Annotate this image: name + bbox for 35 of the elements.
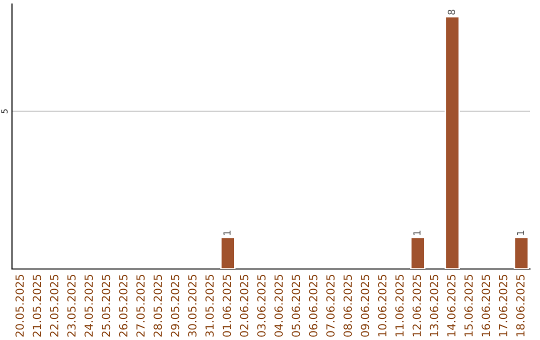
data-label: 1 — [413, 230, 420, 235]
x-tick-label: 12.06.2025 — [412, 274, 421, 336]
x-tick-label: 04.06.2025 — [274, 274, 283, 337]
x-tick-label: 25.05.2025 — [102, 274, 110, 337]
x-tick-label: 31.05.2025 — [205, 274, 214, 337]
x-tick-label: 17.06.2025 — [498, 274, 508, 336]
x-tick-label: 09.06.2025 — [360, 274, 370, 337]
x-tick-label: 14.06.2025 — [447, 274, 456, 336]
x-tick-label: 29.05.2025 — [170, 274, 180, 337]
x-tick-label: 15.06.2025 — [464, 274, 473, 336]
data-label: 1 — [223, 230, 231, 235]
x-tick-label: 28.05.2025 — [154, 274, 162, 337]
x-tick-label: 16.06.2025 — [482, 274, 490, 336]
x-tick-label: 06.06.2025 — [308, 274, 318, 337]
x-tick-label: 18.06.2025 — [516, 274, 525, 336]
data-label: 8 — [448, 10, 456, 15]
x-tick-label: 21.05.2025 — [32, 274, 42, 337]
x-tick-label: 07.06.2025 — [326, 274, 335, 337]
x-tick-label: 05.06.2025 — [292, 274, 300, 337]
x-tick-label: 10.06.2025 — [378, 274, 386, 336]
x-tick-label: 30.05.2025 — [188, 274, 197, 337]
x-tick-label: 27.05.2025 — [136, 274, 145, 337]
x-tick-label: 01.06.2025 — [222, 274, 232, 337]
x-tick-label: 26.05.2025 — [119, 274, 128, 337]
x-tick-label: 23.05.2025 — [67, 274, 76, 337]
x-tick-label: 24.05.2025 — [84, 274, 93, 337]
x-tick-label: 11.06.2025 — [395, 274, 404, 336]
data-label: 1 — [516, 230, 524, 235]
x-tick-label: 03.06.2025 — [257, 274, 266, 337]
x-tick-label: 13.06.2025 — [430, 274, 438, 336]
y-tick-label: 5 — [1, 109, 8, 114]
x-tick-label: 08.06.2025 — [344, 274, 352, 337]
x-tick-label: 20.05.2025 — [15, 274, 24, 337]
x-tick-label: 02.06.2025 — [240, 274, 248, 337]
x-tick-label: 22.05.2025 — [50, 274, 58, 337]
